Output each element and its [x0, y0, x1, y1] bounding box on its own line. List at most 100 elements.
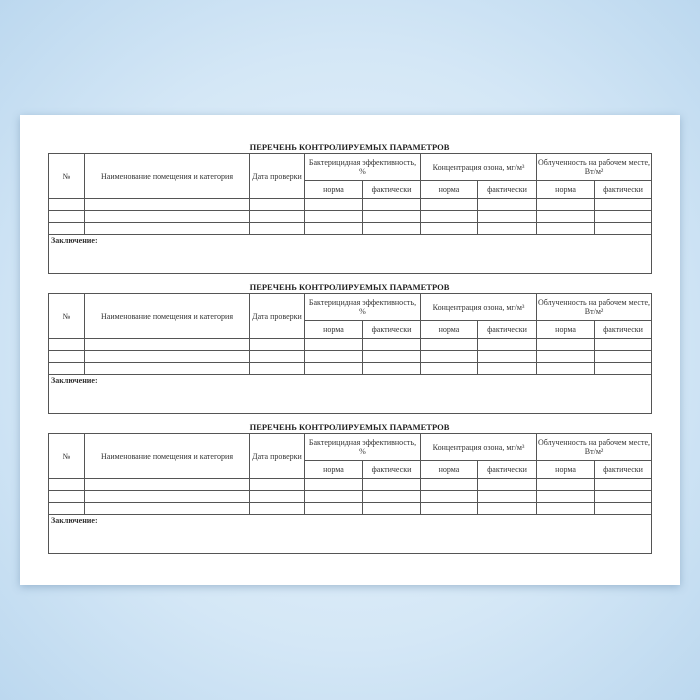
table-cell[interactable] [84, 210, 250, 223]
table-cell[interactable] [594, 502, 653, 515]
table-cell[interactable] [594, 198, 653, 211]
table-cell[interactable] [48, 198, 85, 211]
header-actual: фактически [362, 320, 421, 339]
table-cell[interactable] [476, 350, 538, 363]
table-cell[interactable] [420, 198, 478, 211]
header-room: Наименование помещения и категория [84, 293, 250, 339]
header-date: Дата проверки [249, 433, 305, 479]
conclusion-field[interactable]: Заключение: [47, 514, 653, 554]
table-cell[interactable] [84, 478, 250, 491]
table-cell[interactable] [536, 350, 596, 363]
table-cell[interactable] [84, 502, 250, 515]
table-cell[interactable] [84, 350, 250, 363]
table-cell[interactable] [594, 338, 653, 351]
header-group: Бактерицидная эффективность, % [304, 293, 421, 321]
table-cell[interactable] [84, 338, 250, 351]
table-cell[interactable] [48, 222, 85, 235]
table-cell[interactable] [304, 210, 363, 223]
table-cell[interactable] [304, 490, 363, 503]
table-cell[interactable] [594, 222, 653, 235]
table-cell[interactable] [594, 362, 653, 375]
table-cell[interactable] [420, 210, 478, 223]
parameters-form: ПЕРЕЧЕНЬ КОНТРОЛИРУЕМЫХ ПАРАМЕТРОВ № Наи… [47, 142, 653, 274]
table-cell[interactable] [420, 338, 478, 351]
parameters-table: № Наименование помещения и категория Дат… [47, 153, 653, 274]
table-cell[interactable] [420, 362, 478, 375]
table-cell[interactable] [476, 210, 538, 223]
table-cell[interactable] [362, 362, 421, 375]
table-cell[interactable] [536, 502, 596, 515]
table-cell[interactable] [594, 350, 653, 363]
header-group: Бактерицидная эффективность, % [304, 433, 421, 461]
table-cell[interactable] [48, 490, 85, 503]
table-cell[interactable] [362, 198, 421, 211]
table-cell[interactable] [249, 338, 305, 351]
table-cell[interactable] [476, 478, 538, 491]
header-group: Концентрация озона, мг/м³ [419, 293, 538, 321]
table-cell[interactable] [249, 210, 305, 223]
header-actual: фактически [476, 460, 538, 479]
table-cell[interactable] [48, 478, 85, 491]
header-norm: норма [536, 320, 596, 339]
table-cell[interactable] [84, 198, 250, 211]
table-row [48, 362, 653, 375]
table-cell[interactable] [476, 502, 538, 515]
table-cell[interactable] [476, 362, 538, 375]
table-cell[interactable] [420, 222, 478, 235]
table-cell[interactable] [536, 222, 596, 235]
table-cell[interactable] [594, 478, 653, 491]
table-cell[interactable] [536, 198, 596, 211]
table-cell[interactable] [48, 210, 85, 223]
table-cell[interactable] [249, 222, 305, 235]
table-cell[interactable] [420, 350, 478, 363]
table-cell[interactable] [594, 210, 653, 223]
table-cell[interactable] [362, 502, 421, 515]
table-cell[interactable] [304, 338, 363, 351]
table-cell[interactable] [476, 222, 538, 235]
header-room: Наименование помещения и категория [84, 433, 250, 479]
table-cell[interactable] [84, 222, 250, 235]
table-cell[interactable] [249, 478, 305, 491]
table-cell[interactable] [48, 502, 85, 515]
table-cell[interactable] [48, 350, 85, 363]
table-cell[interactable] [304, 478, 363, 491]
header-group: Облученность на рабочем месте, Вт/м² [536, 153, 653, 181]
table-cell[interactable] [249, 350, 305, 363]
table-cell[interactable] [362, 350, 421, 363]
table-cell[interactable] [420, 478, 478, 491]
table-cell[interactable] [304, 362, 363, 375]
table-cell[interactable] [476, 198, 538, 211]
header-norm: норма [536, 180, 596, 199]
table-cell[interactable] [536, 362, 596, 375]
table-cell[interactable] [594, 490, 653, 503]
table-cell[interactable] [84, 490, 250, 503]
table-cell[interactable] [420, 502, 478, 515]
header-number: № [48, 433, 85, 479]
table-cell[interactable] [476, 490, 538, 503]
table-cell[interactable] [362, 210, 421, 223]
table-cell[interactable] [304, 222, 363, 235]
table-cell[interactable] [249, 490, 305, 503]
table-row [48, 490, 653, 503]
table-cell[interactable] [48, 338, 85, 351]
table-cell[interactable] [84, 362, 250, 375]
table-cell[interactable] [249, 198, 305, 211]
conclusion-field[interactable]: Заключение: [47, 374, 653, 414]
table-cell[interactable] [536, 478, 596, 491]
table-cell[interactable] [536, 490, 596, 503]
table-cell[interactable] [362, 478, 421, 491]
table-cell[interactable] [536, 338, 596, 351]
table-cell[interactable] [304, 350, 363, 363]
table-cell[interactable] [249, 502, 305, 515]
table-cell[interactable] [362, 222, 421, 235]
conclusion-field[interactable]: Заключение: [47, 234, 653, 274]
table-cell[interactable] [249, 362, 305, 375]
table-cell[interactable] [536, 210, 596, 223]
table-cell[interactable] [420, 490, 478, 503]
table-cell[interactable] [362, 338, 421, 351]
table-cell[interactable] [48, 362, 85, 375]
table-cell[interactable] [362, 490, 421, 503]
table-cell[interactable] [304, 502, 363, 515]
table-cell[interactable] [304, 198, 363, 211]
table-cell[interactable] [476, 338, 538, 351]
